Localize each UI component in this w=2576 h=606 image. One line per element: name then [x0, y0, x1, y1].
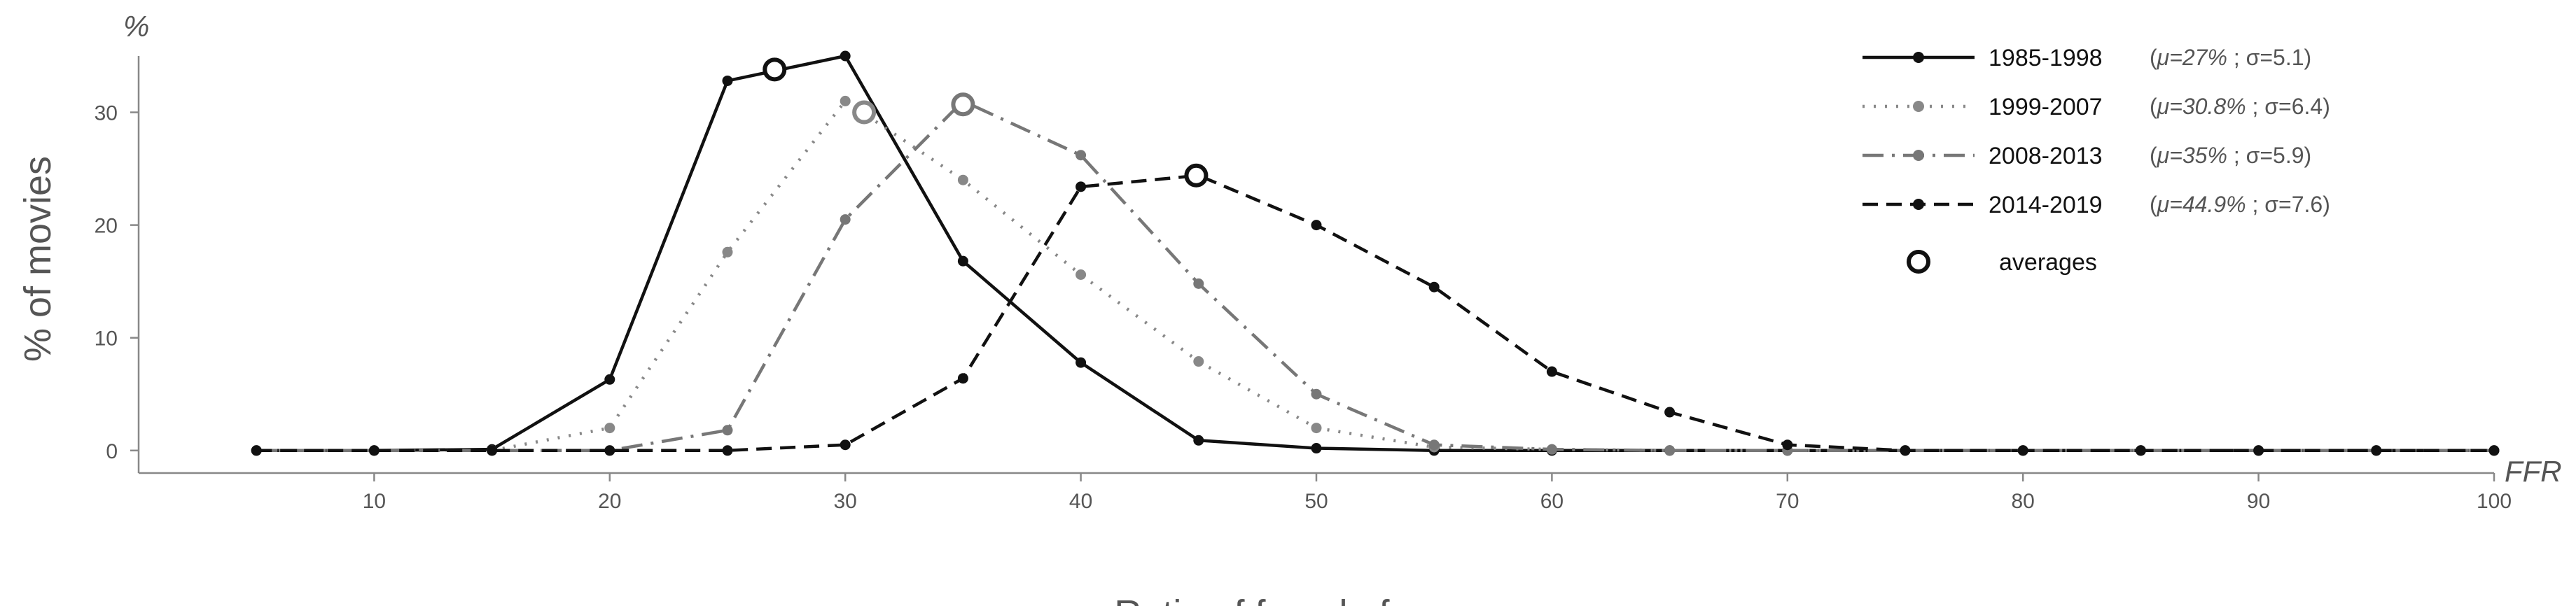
- y-unit-label: %: [123, 10, 149, 43]
- averages-layer: [763, 57, 1209, 188]
- legend-series-stats: (μ=44.9% ; σ=7.6): [2150, 192, 2330, 217]
- data-point: [1311, 423, 1322, 434]
- y-tick-label: 10: [95, 327, 118, 351]
- legend-marker: [1913, 52, 1924, 63]
- series-layer: [251, 50, 2500, 456]
- data-point: [1075, 269, 1087, 280]
- y-tick-label: 20: [95, 215, 118, 238]
- legend: 1985-1998 (μ=27% ; σ=5.1) 1999-2007 (μ=30.8…: [1863, 45, 2330, 276]
- data-point: [1546, 444, 1557, 455]
- x-unit-label: FFR: [2505, 455, 2562, 488]
- legend-series-name: 1985-1998: [1989, 45, 2103, 71]
- data-point: [2253, 445, 2264, 456]
- x-tick-label: 30: [834, 490, 857, 513]
- data-point: [1782, 439, 1793, 451]
- y-tick-label: 30: [95, 102, 118, 125]
- data-point: [2488, 445, 2500, 456]
- x-tick-label: 70: [1776, 490, 1799, 513]
- legend-series-name: 2008-2013: [1989, 143, 2103, 169]
- data-point: [840, 95, 851, 106]
- x-ticks: 10 20 30 40 50 60 70 80 90 100: [363, 473, 2512, 513]
- data-point: [487, 445, 498, 456]
- x-tick-label: 40: [1069, 490, 1092, 513]
- y-tick-label: 0: [106, 440, 118, 463]
- x-axis-title: Ratio of female faces: [1114, 593, 1469, 606]
- series-2014-2019: [251, 170, 2500, 456]
- legend-item: 1999-2007 (μ=30.8% ; σ=6.4): [1863, 94, 2330, 120]
- data-point: [1075, 181, 1087, 192]
- average-marker: [951, 92, 975, 117]
- legend-average-marker: [1907, 250, 1930, 274]
- data-point: [957, 255, 968, 267]
- x-tick-label: 60: [1540, 490, 1564, 513]
- data-point: [1193, 435, 1204, 446]
- data-point: [368, 445, 380, 456]
- legend-item-averages: averages: [1907, 249, 2097, 276]
- data-point: [722, 246, 733, 258]
- legend-series-stats: (μ=30.8% ; σ=6.4): [2150, 94, 2330, 119]
- x-tick-label: 20: [598, 490, 621, 513]
- legend-item: 1985-1998 (μ=27% ; σ=5.1): [1863, 45, 2311, 71]
- axes: [137, 56, 2494, 474]
- data-point: [1428, 439, 1440, 451]
- data-point: [722, 75, 733, 86]
- data-point: [840, 214, 851, 225]
- data-point: [1311, 443, 1322, 454]
- data-point: [722, 445, 733, 456]
- average-marker: [763, 57, 787, 82]
- data-point: [604, 423, 615, 434]
- legend-marker: [1913, 150, 1924, 161]
- data-point: [2371, 445, 2382, 456]
- legend-averages-label: averages: [1999, 249, 2097, 276]
- data-point: [957, 373, 968, 384]
- data-point: [1075, 357, 1087, 368]
- data-point: [1900, 445, 1911, 456]
- data-point: [604, 445, 615, 456]
- y-axis-title: % of movies: [17, 156, 59, 362]
- data-point: [1664, 407, 1676, 418]
- legend-series-name: 2014-2019: [1989, 192, 2103, 218]
- data-point: [1311, 388, 1322, 400]
- data-point: [957, 174, 968, 185]
- data-point: [1193, 356, 1204, 367]
- data-point: [840, 50, 851, 62]
- average-marker: [852, 100, 877, 125]
- legend-marker: [1913, 199, 1924, 210]
- x-tick-label: 90: [2247, 490, 2270, 513]
- data-point: [840, 439, 851, 451]
- x-tick-label: 50: [1304, 490, 1328, 513]
- legend-item: 2014-2019 (μ=44.9% ; σ=7.6): [1863, 192, 2330, 218]
- data-point: [1311, 220, 1322, 231]
- legend-series-stats: (μ=35% ; σ=5.9): [2150, 143, 2311, 168]
- data-point: [251, 445, 262, 456]
- average-marker: [1184, 163, 1209, 188]
- data-point: [722, 425, 733, 436]
- data-point: [2017, 445, 2028, 456]
- data-point: [2135, 445, 2146, 456]
- legend-series-name: 1999-2007: [1989, 94, 2103, 120]
- y-ticks: 0 10 20 30: [95, 102, 139, 463]
- x-tick-label: 80: [2012, 490, 2035, 513]
- x-tick-label: 100: [2477, 490, 2512, 513]
- x-tick-label: 10: [363, 490, 386, 513]
- data-point: [1428, 281, 1440, 293]
- data-point: [1664, 445, 1676, 456]
- series-line: [256, 174, 2494, 453]
- data-point: [604, 374, 615, 385]
- legend-series-stats: (μ=27% ; σ=5.1): [2150, 45, 2311, 70]
- data-point: [1075, 150, 1087, 161]
- data-point: [1546, 366, 1557, 377]
- data-point: [1193, 278, 1204, 289]
- legend-marker: [1913, 101, 1924, 112]
- legend-item: 2008-2013 (μ=35% ; σ=5.9): [1863, 143, 2311, 169]
